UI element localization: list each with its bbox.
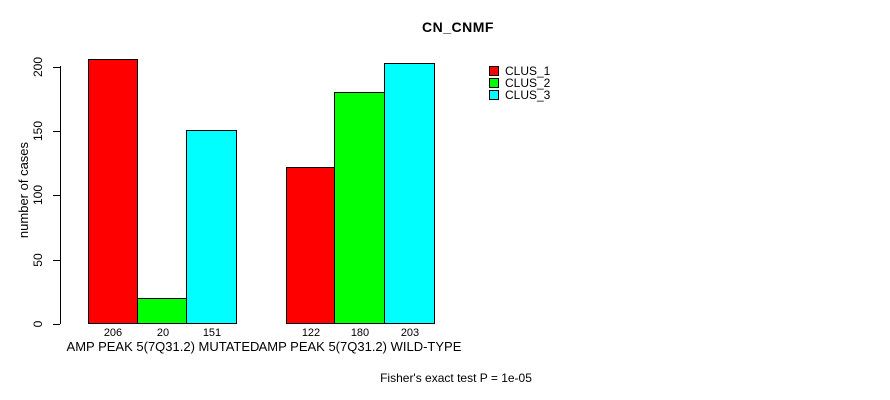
bar-clus_2-group2 [334, 92, 385, 324]
y-axis-tick-label: 100 [31, 184, 45, 206]
bar-value-label: 122 [301, 327, 321, 339]
y-axis-label: number of cases [16, 141, 31, 239]
y-axis-tick-label: 200 [31, 56, 45, 78]
legend-label-clus_2: CLUS_2 [505, 76, 551, 90]
y-axis-tick [53, 195, 60, 196]
y-axis-line [60, 66, 61, 324]
bar-clus_2-group1 [137, 298, 187, 324]
bar-clus_3-group2 [384, 63, 435, 324]
y-axis-tick [53, 324, 60, 325]
y-axis-tick [53, 67, 60, 68]
stat-annotation: Fisher's exact test P = 1e-05 [380, 371, 532, 385]
bar-value-label: 206 [103, 327, 123, 339]
bar-value-label: 151 [202, 327, 222, 339]
bar-value-label: 203 [400, 327, 420, 339]
bar-clus_3-group1 [186, 130, 237, 324]
bar-value-label: 20 [156, 327, 170, 339]
legend-swatch-clus_3 [489, 90, 499, 100]
y-axis-tick-label: 50 [31, 253, 45, 267]
y-axis-tick [53, 131, 60, 132]
legend-label-clus_1: CLUS_1 [505, 64, 551, 78]
y-axis-tick-label: 0 [31, 320, 45, 328]
y-axis-tick-label: 150 [31, 120, 45, 142]
y-axis-tick [53, 260, 60, 261]
legend-swatch-clus_2 [489, 78, 499, 88]
bar-clus_1-group2 [286, 167, 335, 324]
legend-label-clus_3: CLUS_3 [505, 88, 551, 102]
category-label: AMP PEAK 5(7Q31.2) WILD-TYPE [258, 339, 462, 354]
legend-swatch-clus_1 [489, 66, 499, 76]
chart-title: CN_CNMF [422, 19, 494, 35]
bar-clus_1-group1 [88, 59, 138, 324]
category-label: AMP PEAK 5(7Q31.2) MUTATED [66, 339, 260, 354]
bar-value-label: 180 [350, 327, 370, 339]
